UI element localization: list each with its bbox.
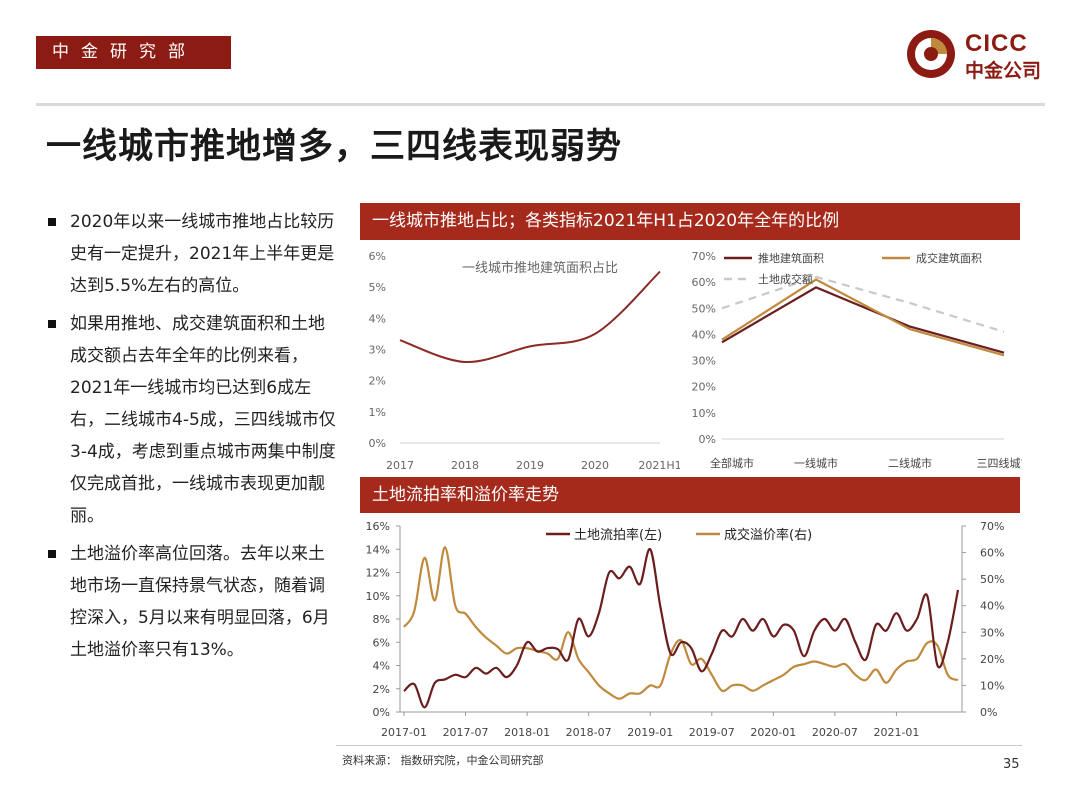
y-tick-label: 2% — [369, 375, 386, 388]
x-tick-label: 2020 — [581, 459, 609, 472]
x-tick-label: 全部城市 — [710, 456, 754, 470]
bullet-list: 2020年以来一线城市推地占比较历史有一定提升，2021年上半年更是达到5.5%… — [48, 206, 338, 672]
y-tick-label: 40% — [692, 328, 716, 341]
x-tick-label: 2017-01 — [381, 726, 427, 739]
y-tick-label: 5% — [369, 281, 386, 294]
y-tick-label: 60% — [692, 276, 716, 289]
left-y-tick-label: 8% — [373, 613, 390, 626]
panel-1-header: 一线城市推地占比；各类指标2021年H1占2020年全年的比例 — [360, 203, 1020, 240]
left-y-tick-label: 14% — [366, 543, 390, 556]
bullet-square-icon — [48, 550, 56, 558]
x-tick-label: 2021H1 — [638, 459, 680, 472]
left-y-tick-label: 6% — [373, 636, 390, 649]
x-tick-label: 2019-07 — [689, 726, 735, 739]
bullet-text: 土地溢价率高位回落。去年以来土地市场一直保持景气状态，随着调控深入，5月以来有明… — [70, 544, 330, 660]
series-line-failure-rate — [403, 548, 960, 709]
x-tick-label: 2017 — [386, 459, 414, 472]
x-tick-label: 2020-07 — [812, 726, 858, 739]
chart-title: 一线城市推地建筑面积占比 — [462, 260, 618, 276]
series-line-deal-area — [721, 278, 1005, 357]
bullet-text: 2020年以来一线城市推地占比较历史有一定提升，2021年上半年更是达到5.5%… — [70, 212, 335, 296]
right-y-tick-label: 10% — [980, 679, 1004, 692]
legend-label: 成交溢价率(右) — [724, 527, 812, 543]
panel-2-header: 土地流拍率和溢价率走势 — [360, 477, 1020, 513]
cicc-logo: CICC 中金公司 — [905, 26, 1055, 86]
series-line-launch-area — [721, 286, 1005, 354]
left-y-tick-label: 12% — [366, 567, 390, 580]
left-y-tick-label: 10% — [366, 590, 390, 603]
logo-mark-icon — [907, 30, 955, 78]
y-tick-label: 30% — [692, 355, 716, 368]
x-tick-label: 2017-07 — [443, 726, 489, 739]
right-y-tick-label: 20% — [980, 653, 1004, 666]
header-divider — [36, 103, 1045, 106]
right-y-tick-label: 70% — [980, 520, 1004, 533]
x-tick-label: 2018-07 — [566, 726, 612, 739]
x-tick-label: 2019-01 — [627, 726, 673, 739]
left-y-tick-label: 2% — [373, 683, 390, 696]
page-title: 一线城市推地增多，三四线表现弱势 — [46, 127, 623, 167]
legend-label: 推地建筑面积 — [758, 251, 824, 265]
y-tick-label: 0% — [369, 437, 386, 450]
bullet-square-icon — [48, 320, 56, 328]
left-y-tick-label: 16% — [366, 520, 390, 533]
y-tick-label: 20% — [692, 381, 716, 394]
chart-h1-vs-full-year: 0% 10% 20% 30% 40% 50% 60% 70% 全部城市 一线城市 二线城市 三四线城市… — [692, 250, 1023, 470]
series-line-share — [399, 270, 661, 363]
right-y-tick-label: 0% — [980, 706, 997, 719]
bullet-item: 如果用推地、成交建筑面积和土地成交额占去年全年的比例来看，2021年一线城市均已… — [48, 308, 338, 532]
x-tick-label: 一线城市 — [794, 456, 838, 470]
legend-label: 土地成交额 — [758, 272, 813, 286]
y-tick-label: 10% — [692, 407, 716, 420]
x-tick-label: 2020-01 — [750, 726, 796, 739]
left-y-tick-label: 4% — [373, 660, 390, 673]
logo-text-cn: 中金公司 — [965, 60, 1042, 82]
chart-first-tier-share: 0% 1% 2% 3% 4% 5% 6% 2017 2018 2019 2020 2021H1 一线城市… — [369, 250, 680, 472]
right-y-tick-label: 30% — [980, 626, 1004, 639]
x-tick-label: 三四线城市 — [977, 456, 1023, 470]
x-tick-label: 2021-01 — [873, 726, 919, 739]
bullet-item: 2020年以来一线城市推地占比较历史有一定提升，2021年上半年更是达到5.5%… — [48, 206, 338, 302]
x-tick-label: 二线城市 — [888, 456, 932, 470]
bullet-text: 如果用推地、成交建筑面积和土地成交额占去年全年的比例来看，2021年一线城市均已… — [70, 314, 336, 526]
source-note: 资料来源： 指数研究院，中金公司研究部 — [342, 754, 544, 767]
chart-failure-premium-rate: 0% 2% 4% 6% 8% 10% 12% 14% 16% 0% 10% 20% 30% 40% 50% 6… — [366, 520, 1005, 739]
x-tick-label: 2018 — [451, 459, 479, 472]
bullet-item: 土地溢价率高位回落。去年以来土地市场一直保持景气状态，随着调控深入，5月以来有明… — [48, 538, 338, 666]
right-y-tick-label: 60% — [980, 547, 1004, 560]
x-tick-label: 2019 — [516, 459, 544, 472]
right-y-tick-label: 50% — [980, 573, 1004, 586]
y-tick-label: 0% — [699, 433, 716, 446]
x-tick-label: 2018-01 — [504, 726, 550, 739]
legend-label: 成交建筑面积 — [916, 251, 982, 265]
series-line-premium-rate — [403, 546, 959, 700]
y-tick-label: 4% — [369, 312, 386, 325]
page-number: 35 — [1003, 757, 1020, 772]
left-y-tick-label: 0% — [373, 706, 390, 719]
legend-label: 土地流拍率(左) — [574, 527, 662, 543]
y-tick-label: 50% — [692, 302, 716, 315]
department-badge: 中金研究部 — [36, 36, 231, 69]
logo-text-en: CICC — [965, 30, 1028, 57]
right-y-tick-label: 40% — [980, 600, 1004, 613]
footer-divider — [336, 745, 1022, 746]
y-tick-label: 6% — [369, 250, 386, 263]
y-tick-label: 3% — [369, 344, 386, 357]
bullet-square-icon — [48, 218, 56, 226]
y-tick-label: 70% — [692, 250, 716, 263]
y-tick-label: 1% — [369, 406, 386, 419]
series-line-deal-value — [721, 275, 1005, 333]
